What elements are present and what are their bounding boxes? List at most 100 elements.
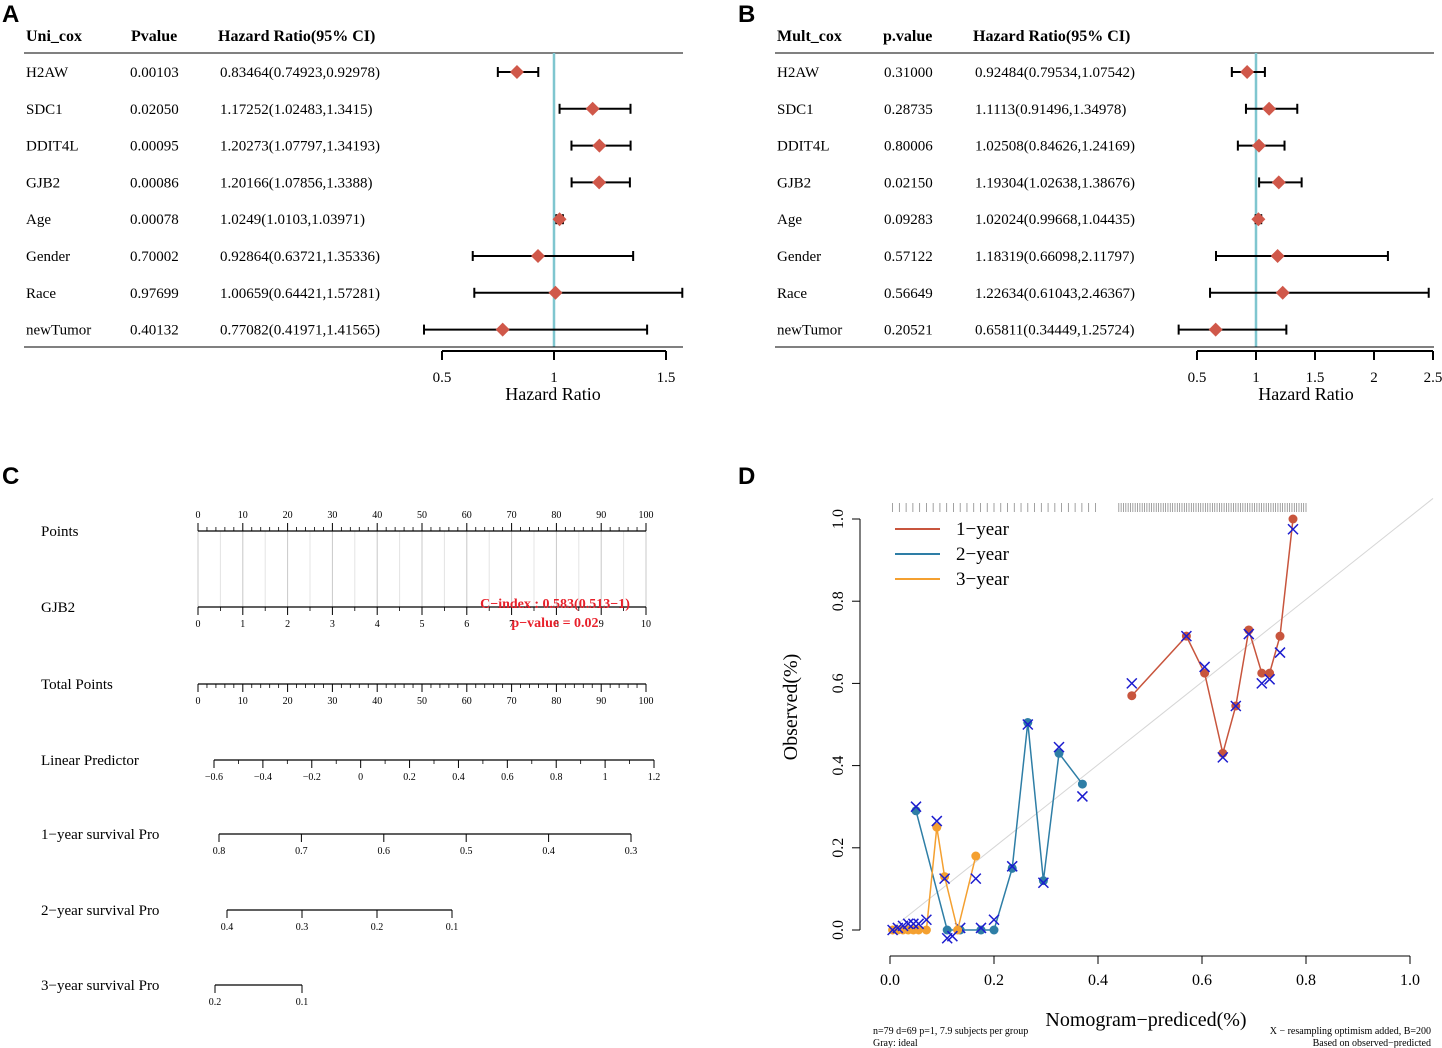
scale-tick-label: 0 — [196, 619, 201, 630]
hazard-ratio-point — [592, 175, 607, 190]
cross-stroke — [902, 918, 914, 930]
hazard-ratio-point — [495, 322, 510, 337]
ideal-diagonal-line — [889, 498, 1434, 931]
x-tick-label: 1.0 — [1400, 972, 1420, 989]
header-variable: Mult_cox — [777, 28, 842, 45]
cross-stroke — [988, 914, 1000, 926]
scale-tick-label: 0 — [358, 772, 363, 783]
cross-stroke — [1006, 860, 1018, 872]
scale-tick-label: 90 — [596, 696, 606, 707]
scale-tick-label: 60 — [462, 696, 472, 707]
scale-tick-label: 20 — [283, 510, 293, 521]
cross-stroke — [1199, 661, 1211, 673]
optimism-corrected-mark — [1256, 677, 1268, 689]
optimism-corrected-mark — [1287, 523, 1299, 535]
scale-tick-label: 100 — [639, 510, 654, 521]
optimism-corrected-mark — [1217, 751, 1229, 763]
variable-name: Race — [26, 286, 56, 302]
series-point — [1200, 668, 1210, 678]
nomogram-row: Linear Predictor −0.6 −0.4 −0.2 0 0.2 0.4 0.6 0.… — [41, 753, 660, 783]
nomogram-row: 2−year survival Pro 0.4 0.3 0.2 0.1 — [41, 903, 458, 933]
scale-tick-label: 0.3 — [625, 846, 638, 857]
hazard-ratio-point — [1275, 285, 1290, 300]
series-point — [971, 851, 981, 861]
variable-name: H2AW — [26, 65, 69, 81]
scale-tick-label: 0.1 — [296, 997, 309, 1008]
series-point — [1077, 779, 1087, 789]
calibration-series — [887, 815, 982, 942]
note-gray-ideal: Gray: ideal — [873, 1038, 918, 1048]
cross-stroke — [1230, 700, 1242, 712]
hazard-ratio-ci: 1.02508(0.84626,1.24169) — [975, 139, 1135, 155]
cross-stroke — [910, 801, 922, 813]
legend-label-3-year: 3−year — [956, 569, 1010, 590]
cross-stroke — [946, 930, 958, 942]
table-row: newTumor 0.40132 0.77082(0.41971,1.41565) — [26, 322, 649, 339]
variable-name: Gender — [777, 249, 821, 265]
nomogram-row-label: 3−year survival Pro — [41, 978, 159, 994]
x-tick-label: 2.5 — [1424, 370, 1442, 386]
optimism-corrected-mark — [1180, 630, 1192, 642]
cross-stroke — [913, 918, 925, 930]
y-tick-label: 0.4 — [830, 756, 847, 776]
scale-tick-label: 50 — [417, 696, 427, 707]
variable-name: SDC1 — [26, 102, 63, 118]
nomogram-row-label: Total Points — [41, 677, 113, 693]
variable-name: Gender — [26, 249, 70, 265]
scale-tick-label: 0.4 — [542, 846, 555, 857]
y-tick-label: 1.0 — [830, 509, 847, 529]
cross-stroke — [907, 918, 919, 930]
scale-tick-label: 0.5 — [460, 846, 473, 857]
scale-tick-label: 80 — [551, 510, 561, 521]
scale-tick-label: 0.8 — [213, 846, 226, 857]
nomogram-row: Total Points 0 10 20 30 40 50 60 70 80 90 100 — [41, 677, 654, 707]
nomogram-row-label: GJB2 — [41, 600, 75, 616]
nomogram-row-label: Points — [41, 524, 79, 540]
p-value: 0.57122 — [884, 249, 933, 265]
p-value: 0.09283 — [884, 212, 933, 228]
table-row: GJB2 0.00086 1.20166(1.07856,1.3388) — [26, 175, 631, 191]
x-tick-label: 1.5 — [1306, 370, 1325, 386]
hazard-ratio-ci: 1.17252(1.02483,1.3415) — [220, 102, 373, 118]
hazard-ratio-ci: 0.65811(0.34449,1.25724) — [975, 323, 1134, 339]
scale-tick-label: 40 — [372, 696, 382, 707]
hazard-ratio-point — [548, 285, 563, 300]
series-point — [1023, 717, 1033, 727]
scale-tick-label: 70 — [507, 696, 517, 707]
table-row: DDIT4L 0.80006 1.02508(0.84626,1.24169) — [777, 138, 1286, 155]
optimism-corrected-mark — [902, 918, 914, 930]
legend-label-2-year: 2−year — [956, 544, 1010, 565]
nomogram-row-label: Linear Predictor — [41, 753, 139, 769]
cross-stroke — [931, 815, 943, 827]
table-row: Race 0.56649 1.22634(0.61043,2.46367) — [777, 285, 1430, 302]
series-line — [1131, 518, 1294, 754]
note-resampling: X − resampling optimism added, B=200 — [1270, 1026, 1431, 1037]
optimism-corrected-mark — [1006, 860, 1018, 872]
table-row: newTumor 0.20521 0.65811(0.34449,1.25724) — [777, 322, 1288, 339]
optimism-corrected-mark — [939, 873, 951, 885]
scale-tick-label: −0.2 — [303, 772, 321, 783]
scale-tick-label: 2 — [285, 619, 290, 630]
cross-stroke — [975, 922, 987, 934]
cross-stroke — [1022, 718, 1034, 731]
hazard-ratio-ci: 0.92864(0.63721,1.35336) — [220, 249, 380, 265]
optimism-corrected-mark — [1230, 700, 1242, 712]
cross-stroke — [1037, 877, 1049, 889]
nomogram-row: 3−year survival Pro 0.2 0.1 — [41, 978, 308, 1008]
optimism-corrected-mark — [1199, 661, 1211, 673]
scale-tick-label: 0.1 — [446, 922, 459, 933]
scale-tick-label: 0.2 — [371, 922, 384, 933]
x-axis-title: Hazard Ratio — [505, 384, 600, 404]
scale-tick-label: 0 — [196, 696, 201, 707]
cross-stroke — [920, 914, 932, 926]
scale-tick-label: 40 — [372, 510, 382, 521]
p-value: 0.56649 — [884, 286, 933, 302]
hazard-ratio-ci: 1.22634(0.61043,2.46367) — [975, 286, 1135, 302]
x-tick-label: 0.5 — [1188, 370, 1207, 386]
scale-tick-label: 5 — [420, 619, 425, 630]
hazard-ratio-point — [1262, 101, 1277, 116]
variable-name: GJB2 — [26, 175, 60, 191]
series-point — [1257, 668, 1267, 678]
scale-tick-label: 30 — [327, 696, 337, 707]
